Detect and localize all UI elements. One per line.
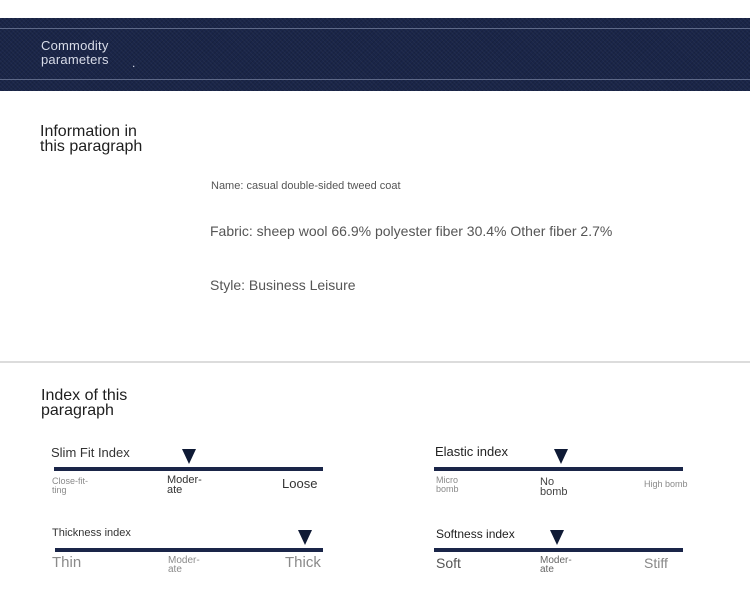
elastic-tick-mid: No bomb (540, 476, 568, 498)
softness-tick-high: Stiff (644, 555, 668, 571)
banner-top-rule (0, 28, 750, 29)
banner-dot: . (132, 56, 136, 70)
index-heading: Index of this paragraph (41, 387, 128, 419)
slim-fit-tick-low: Close-fit-ting (52, 476, 89, 495)
thickness-tick-mid: Moder-ate (168, 555, 200, 575)
softness-tick-mid: Moder-ate (540, 555, 572, 575)
elastic-marker (554, 449, 568, 464)
product-style: Style: Business Leisure (210, 277, 356, 293)
thickness-tick-low: Thin (52, 554, 82, 571)
info-heading: Information in this paragraph (40, 123, 143, 155)
thickness-label: Thickness index (52, 527, 131, 539)
product-name: Name: casual double-sided tweed coat (211, 180, 401, 192)
slim-fit-tick-high: Loose (282, 476, 318, 491)
elastic-tick-high: High bomb (644, 479, 688, 489)
softness-scale-line (434, 548, 683, 552)
section-divider (0, 361, 750, 363)
slim-fit-tick-mid: Moder-ate (167, 474, 202, 496)
thickness-scale-line (55, 548, 323, 552)
banner-bottom-rule (0, 79, 750, 80)
elastic-tick-low: Micro bomb (436, 475, 459, 494)
slim-fit-marker (182, 449, 196, 464)
softness-tick-low: Soft (436, 555, 461, 571)
header-banner: Commodity parameters . (0, 18, 750, 91)
slim-fit-scale-line (54, 467, 323, 471)
elastic-label: Elastic index (435, 444, 508, 459)
thickness-tick-high: Thick (285, 554, 321, 571)
banner-title: Commodity parameters (41, 38, 109, 67)
product-fabric: Fabric: sheep wool 66.9% polyester fiber… (210, 223, 613, 239)
thickness-marker (298, 530, 312, 545)
softness-marker (550, 530, 564, 545)
softness-label: Softness index (436, 527, 515, 541)
slim-fit-label: Slim Fit Index (51, 445, 130, 460)
elastic-scale-line (434, 467, 683, 471)
